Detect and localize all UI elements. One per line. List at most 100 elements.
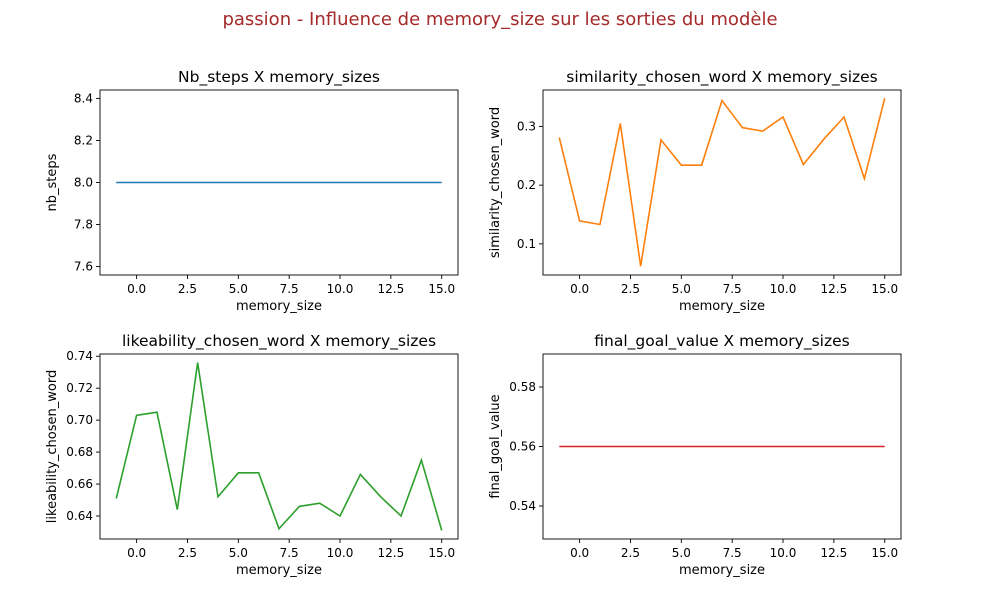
data-point — [660, 445, 662, 447]
x-tick-label: 5.0 — [229, 546, 248, 560]
x-axis-label: memory_size — [679, 299, 765, 314]
x-tick-label: 2.5 — [178, 546, 197, 560]
data-point — [843, 116, 845, 118]
y-tick-label: 0.1 — [517, 237, 536, 251]
data-point — [135, 181, 137, 183]
y-tick-label: 0.2 — [517, 178, 536, 192]
data-point — [217, 496, 219, 498]
y-tick-label: 0.70 — [66, 413, 93, 427]
x-tick-label: 10.0 — [327, 546, 354, 560]
x-tick-label: 15.0 — [428, 546, 455, 560]
x-tick-label: 15.0 — [871, 546, 898, 560]
data-point — [115, 497, 117, 499]
series-line — [558, 98, 886, 267]
data-point — [843, 445, 845, 447]
y-tick-label: 0.66 — [66, 477, 93, 491]
data-point — [298, 181, 300, 183]
data-point — [156, 181, 158, 183]
data-point — [176, 508, 178, 510]
data-point — [884, 445, 886, 447]
axes-frame — [99, 353, 459, 540]
y-tick-label: 7.6 — [74, 260, 93, 274]
data-point — [619, 122, 621, 124]
data-point — [278, 528, 280, 530]
data-point — [680, 164, 682, 166]
y-tick-label: 8.0 — [74, 176, 93, 190]
y-tick-label: 0.68 — [66, 445, 93, 459]
data-point — [400, 181, 402, 183]
data-point — [196, 181, 198, 183]
data-point — [619, 445, 621, 447]
x-tick-label: 12.5 — [378, 282, 405, 296]
data-point — [237, 472, 239, 474]
data-point — [884, 97, 886, 99]
data-point — [257, 181, 259, 183]
data-point — [700, 164, 702, 166]
data-point — [135, 414, 137, 416]
data-point — [359, 473, 361, 475]
data-point — [558, 136, 560, 138]
x-tick-label: 10.0 — [770, 282, 797, 296]
data-point — [318, 181, 320, 183]
y-tick-label: 0.56 — [509, 440, 536, 454]
subplot-similarity-chosen-word: 0.0 2.5 5.0 7.5 10.0 12.5 15.0 0.1 0.2 0.3 similar… — [488, 68, 902, 314]
x-tick-label: 7.5 — [723, 546, 742, 560]
x-tick-label: 12.5 — [821, 282, 848, 296]
x-tick-label: 12.5 — [821, 546, 848, 560]
y-tick-label: 0.3 — [517, 119, 536, 133]
data-point — [680, 445, 682, 447]
data-point — [237, 181, 239, 183]
y-tick-label: 0.58 — [509, 380, 536, 394]
data-point — [196, 361, 198, 363]
data-point — [176, 181, 178, 183]
data-point — [339, 181, 341, 183]
y-tick-label: 0.64 — [66, 509, 93, 523]
data-point — [721, 445, 723, 447]
data-point — [156, 411, 158, 413]
data-point — [823, 445, 825, 447]
y-axis-label: likeability_chosen_word — [45, 370, 60, 523]
x-tick-label: 0.0 — [127, 546, 146, 560]
data-point — [380, 496, 382, 498]
data-point — [802, 445, 804, 447]
y-axis-label: final_goal_value — [488, 394, 503, 498]
y-tick-label: 8.2 — [74, 133, 93, 147]
x-tick-label: 5.0 — [672, 546, 691, 560]
data-point — [578, 445, 580, 447]
x-tick-label: 7.5 — [723, 282, 742, 296]
x-axis-label: memory_size — [679, 563, 765, 578]
x-tick-label: 2.5 — [178, 282, 197, 296]
x-tick-label: 0.0 — [570, 282, 589, 296]
data-point — [380, 181, 382, 183]
data-point — [420, 181, 422, 183]
data-point — [700, 445, 702, 447]
data-point — [802, 163, 804, 165]
x-tick-label: 0.0 — [127, 282, 146, 296]
data-point — [863, 177, 865, 179]
x-tick-label: 5.0 — [229, 282, 248, 296]
x-axis-label: memory_size — [236, 563, 322, 578]
data-point — [318, 502, 320, 504]
y-axis-label: similarity_chosen_word — [488, 107, 503, 258]
data-point — [639, 265, 641, 267]
x-tick-label: 12.5 — [378, 546, 405, 560]
y-tick-label: 8.4 — [74, 91, 93, 105]
axes-frame — [542, 89, 902, 276]
data-point — [339, 515, 341, 517]
subplot-title: similarity_chosen_word X memory_sizes — [566, 68, 878, 87]
data-point — [741, 445, 743, 447]
data-point — [578, 220, 580, 222]
data-point — [761, 130, 763, 132]
series-line — [115, 362, 443, 531]
x-tick-label: 2.5 — [621, 546, 640, 560]
subplot-likeability-chosen-word: 0.0 2.5 5.0 7.5 10.0 12.5 15.0 0.64 0.66 0.68 0.70… — [45, 332, 459, 578]
y-tick-label: 0.74 — [66, 349, 93, 363]
x-tick-label: 15.0 — [871, 282, 898, 296]
data-point — [823, 138, 825, 140]
data-point — [741, 126, 743, 128]
data-point — [115, 181, 117, 183]
data-point — [782, 445, 784, 447]
data-point — [782, 116, 784, 118]
x-tick-label: 5.0 — [672, 282, 691, 296]
